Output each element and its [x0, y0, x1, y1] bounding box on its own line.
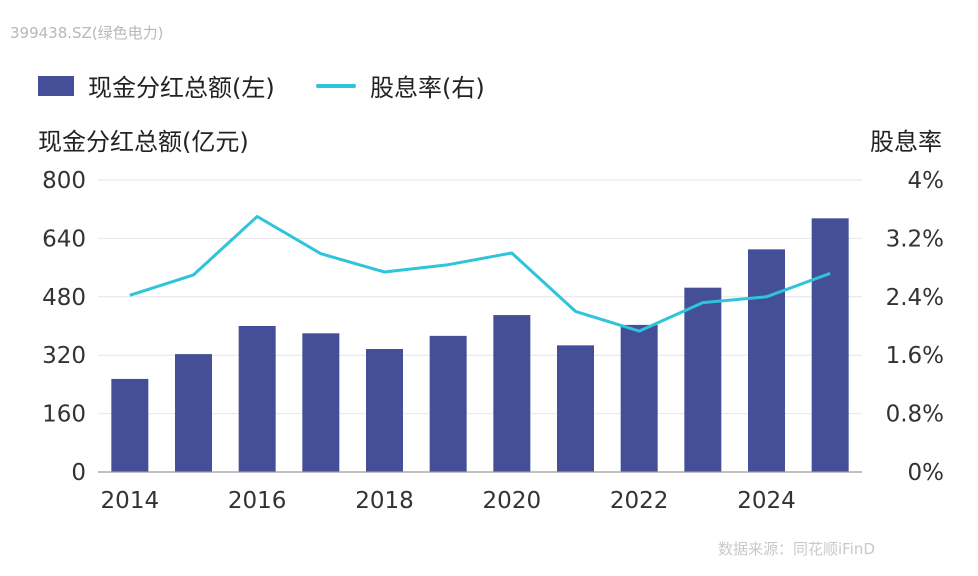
- yield-line: [129, 215, 831, 333]
- y-tick-label-left: 320: [42, 343, 86, 369]
- legend-swatch-line: [316, 83, 356, 88]
- y-tick-label-right: 1.6%: [886, 343, 944, 369]
- bar: [748, 249, 785, 472]
- bar: [557, 345, 594, 472]
- y-axis-title-left: 现金分红总额(亿元): [38, 128, 249, 156]
- y-tick-label-left: 480: [42, 285, 86, 311]
- y-tick-label-right: 0.8%: [886, 402, 944, 428]
- line-series: [129, 215, 831, 333]
- x-tick-label: 2024: [737, 488, 796, 514]
- y-axis-title-right: 股息率: [870, 128, 942, 156]
- axes: 0 0% 160 0.8% 320 1.6% 480 2.4% 640 3.2% 800 4% 2014…: [42, 168, 944, 514]
- x-tick-label: 2018: [355, 488, 414, 514]
- legend-label-dividends: 现金分红总额(左): [88, 74, 275, 102]
- y-tick-label-left: 160: [42, 402, 86, 428]
- y-tick-label-right: 3.2%: [886, 226, 944, 252]
- bar: [111, 378, 149, 472]
- bar-series: [111, 218, 849, 472]
- x-tick-label: 2020: [483, 488, 542, 514]
- watermark: 数据来源：同花顺iFinD: [718, 540, 875, 558]
- bar: [429, 335, 467, 472]
- bar: [620, 324, 658, 472]
- y-tick-label-left: 800: [42, 168, 86, 194]
- y-tick-label-left: 0: [71, 460, 86, 486]
- bar: [684, 287, 722, 472]
- source-label: 399438.SZ(绿色电力): [10, 24, 164, 42]
- bar: [366, 348, 403, 472]
- legend-label-yield: 股息率(右): [370, 74, 485, 102]
- x-tick-label: 2022: [610, 488, 669, 514]
- y-tick-label-left: 640: [42, 226, 86, 252]
- bar: [493, 315, 531, 472]
- grid-lines: [98, 179, 862, 415]
- legend-item-dividends: 现金分红总额(左): [38, 68, 275, 103]
- x-tick-label: 2014: [101, 488, 160, 514]
- bar: [175, 354, 212, 472]
- legend-swatch-bar: [38, 75, 74, 96]
- bar: [811, 218, 849, 472]
- legend-item-yield: 股息率(右): [316, 68, 485, 103]
- y-tick-label-right: 0%: [908, 460, 945, 486]
- y-tick-label-right: 4%: [908, 168, 945, 194]
- x-tick-label: 2016: [228, 488, 287, 514]
- bar: [302, 333, 340, 472]
- bar: [238, 326, 276, 472]
- y-tick-label-right: 2.4%: [886, 285, 944, 311]
